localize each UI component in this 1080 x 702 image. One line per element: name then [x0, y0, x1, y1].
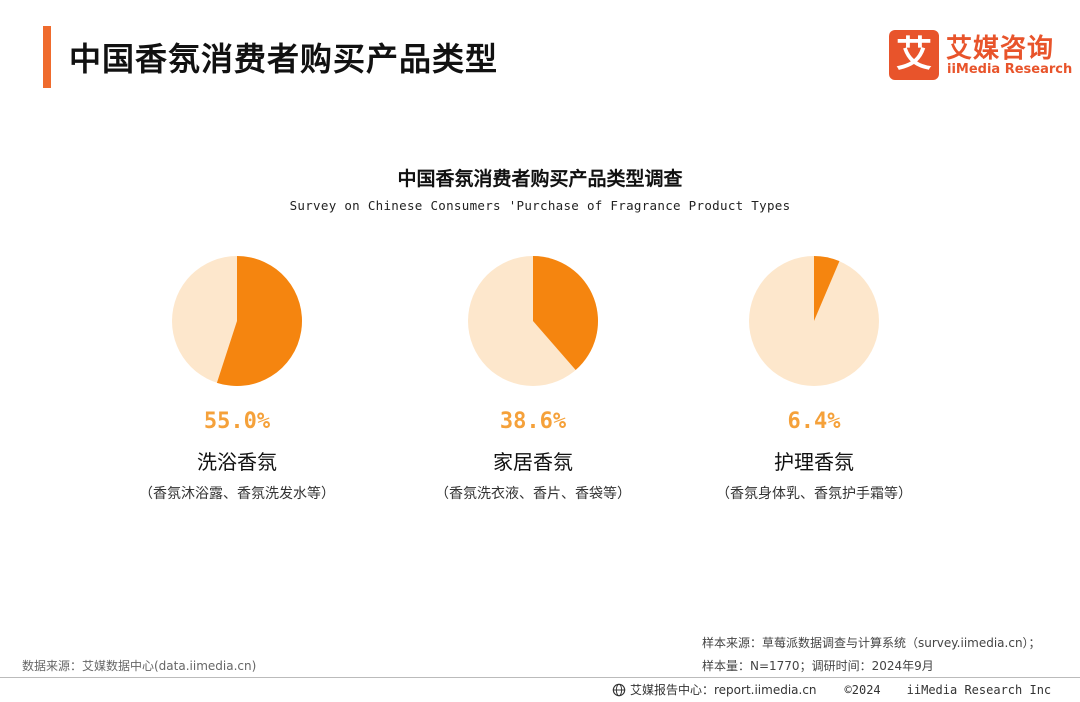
pie-category-desc: （香氛身体乳、香氛护手霜等）: [716, 486, 912, 502]
copyright-text: ©2024: [844, 682, 881, 697]
sample-size-note: 样本量：N=1770；调研时间：2024年9月: [702, 659, 934, 673]
pie-category-label: 护理香氛: [774, 450, 854, 474]
pie-chart-home: [468, 256, 599, 386]
pie-category-desc: （香氛洗衣液、香片、香袋等）: [435, 486, 631, 502]
page-title: 中国香氛消费者购买产品类型: [69, 40, 499, 78]
data-source-note: 数据来源：艾媒数据中心(data.iimedia.cn): [22, 659, 257, 673]
footer-divider: [0, 677, 1080, 678]
pie-chart-bath: [172, 256, 302, 386]
chart-title: 中国香氛消费者购买产品类型调查: [397, 168, 683, 190]
pie-slice: [814, 256, 840, 321]
chart-subtitle: Survey on Chinese Consumers 'Purchase of…: [289, 198, 791, 213]
pie-item-bath: 55.0% 洗浴香氛 （香氛沐浴露、香氛洗发水等）: [117, 255, 357, 503]
title-accent-bar: [43, 26, 51, 88]
pie-value-label: 38.6%: [499, 409, 567, 434]
pie-category-desc: （香氛沐浴露、香氛洗发水等）: [139, 486, 335, 502]
pie-category-label: 家居香氛: [493, 450, 573, 474]
globe-icon: [612, 683, 626, 696]
footer-brand: iiMedia Research Inc: [906, 682, 1052, 697]
pie-slice: [216, 256, 302, 386]
brand-logo: 艾 艾媒咨询 iiMedia Research: [889, 30, 1072, 80]
pie-item-home: 38.6% 家居香氛 （香氛洗衣液、香片、香袋等）: [413, 255, 653, 503]
pie-value-label: 55.0%: [203, 409, 271, 434]
sample-source-note: 样本来源：草莓派数据调查与计算系统（survey.iimedia.cn）；: [702, 636, 1041, 650]
pie-item-care: 6.4% 护理香氛 （香氛身体乳、香氛护手霜等）: [694, 255, 934, 503]
logo-chinese-name: 艾媒咨询: [946, 34, 1055, 64]
pie-slice: [533, 256, 599, 371]
footer: 艾媒报告中心：report.iimedia.cn ©2024 iiMedia R…: [612, 681, 1051, 698]
logo-english-name: iiMedia Research: [947, 62, 1073, 77]
pie-value-label: 6.4%: [787, 409, 841, 434]
pie-chart-care: [749, 256, 879, 386]
logo-mark-icon: 艾: [889, 30, 939, 80]
report-center-link[interactable]: 艾媒报告中心：report.iimedia.cn: [630, 683, 817, 697]
pie-category-label: 洗浴香氛: [197, 450, 277, 474]
